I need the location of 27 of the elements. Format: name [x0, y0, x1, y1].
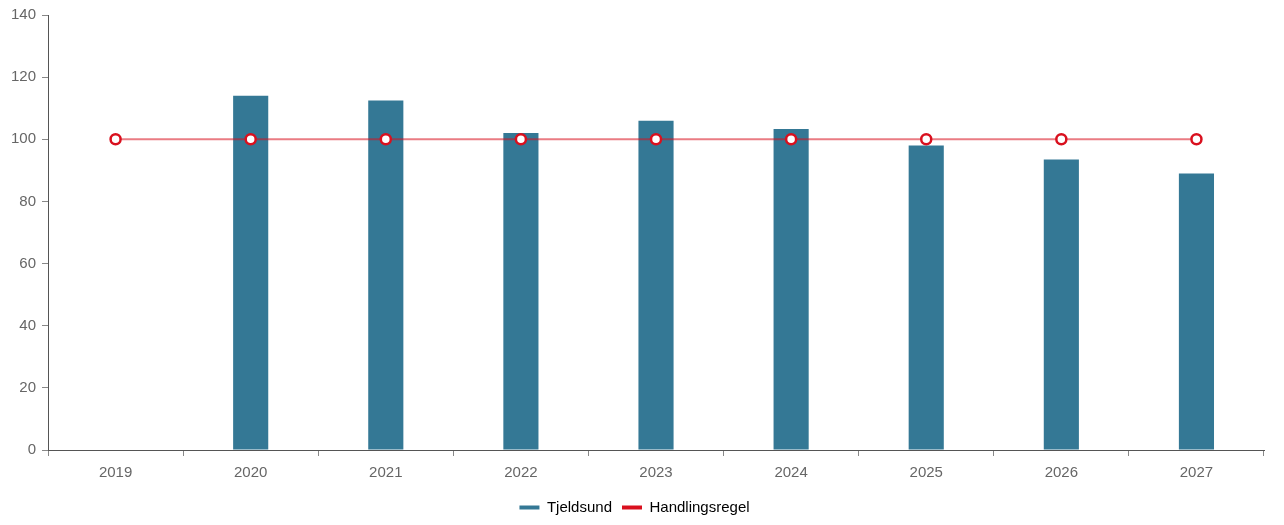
y-tick-label: 100 [11, 129, 37, 147]
x-tick-label: 2020 [234, 463, 268, 481]
y-tick-label: 80 [19, 191, 37, 209]
x-tick-label: 2022 [504, 463, 538, 481]
y-tick-label: 60 [19, 253, 37, 271]
bar [1043, 159, 1079, 450]
x-tick-label: 2023 [639, 463, 673, 481]
y-tick-label: 140 [11, 5, 37, 23]
bar [233, 95, 269, 450]
x-tick-label: 2026 [1044, 463, 1079, 481]
bar [368, 100, 404, 450]
legend-label: Tjeldsund [546, 497, 612, 515]
legend-label: Handlingsregel [649, 497, 750, 515]
x-tick-label: 2027 [1179, 463, 1214, 481]
bar [908, 145, 944, 450]
x-tick-label: 2021 [369, 463, 403, 481]
x-tick-label: 2024 [774, 463, 808, 481]
bar [638, 120, 674, 450]
x-tick-label: 2025 [909, 463, 943, 481]
y-tick-label: 0 [27, 440, 37, 458]
bar [503, 133, 539, 450]
y-tick-label: 20 [19, 378, 37, 395]
bar [773, 129, 809, 450]
y-tick-label: 40 [19, 315, 37, 333]
y-tick-label: 120 [11, 67, 37, 85]
bar [1178, 173, 1215, 450]
x-tick-label: 2019 [98, 463, 133, 481]
